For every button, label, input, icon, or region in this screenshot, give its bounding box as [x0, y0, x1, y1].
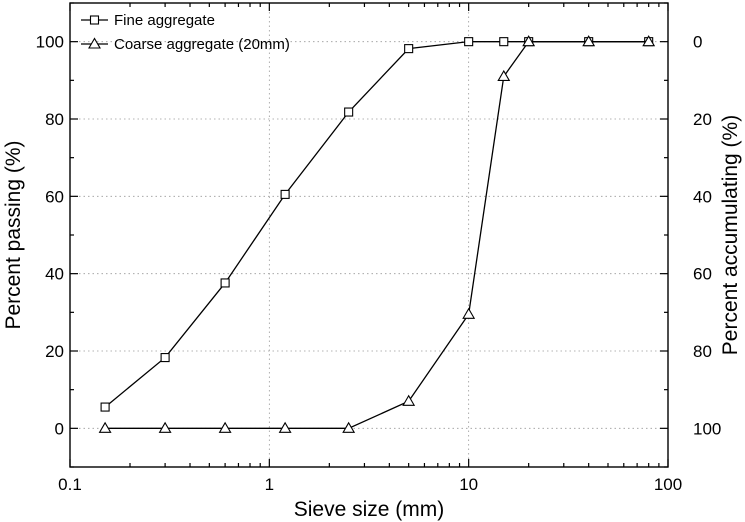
data-point-triangle [342, 421, 356, 433]
legend-item-coarse: Coarse aggregate (20mm) [81, 36, 290, 53]
axes [69, 2, 669, 468]
y2-tick-label: 40 [693, 187, 712, 206]
series [98, 35, 656, 433]
legend-marker-square [89, 15, 100, 25]
data-point-triangle [522, 35, 536, 47]
legend-label-coarse: Coarse aggregate (20mm) [114, 36, 290, 53]
data-point-triangle [462, 307, 476, 319]
data-point-square [100, 402, 110, 412]
y-tick-label: 60 [45, 187, 64, 206]
x-tick-label: 100 [654, 475, 682, 494]
y-axis-left-ticks: 0 20 40 60 80 100 [36, 2, 78, 468]
data-point-square [160, 353, 170, 363]
y-tick-label: 20 [45, 342, 64, 361]
x-tick-label: 1 [265, 475, 274, 494]
data-point-triangle [98, 421, 112, 433]
y-tick-label: 40 [45, 265, 64, 284]
x-axis-ticks: 0.1 1 10 100 [58, 3, 682, 494]
data-point-square [499, 37, 509, 47]
plot-frame [69, 2, 669, 468]
data-point-square [220, 278, 230, 288]
data-point-triangle [278, 421, 292, 433]
legend-marker-triangle [88, 37, 101, 49]
y2-tick-label: 80 [693, 342, 712, 361]
series-coarse-aggregate [98, 35, 656, 433]
legend: Fine aggregate Coarse aggregate (20mm) [81, 12, 290, 53]
x-axis-title: Sieve size (mm) [294, 498, 445, 521]
data-point-triangle [497, 69, 511, 82]
y-axis-left-title: Percent passing (%) [2, 140, 25, 329]
data-point-triangle [158, 421, 172, 433]
series-line [105, 41, 649, 429]
data-point-square [280, 189, 290, 199]
x-tick-label: 10 [459, 475, 478, 494]
legend-label-fine: Fine aggregate [114, 12, 215, 29]
data-point-triangle [402, 394, 416, 406]
grid [70, 3, 668, 467]
y-tick-label: 0 [55, 419, 64, 438]
series-fine-aggregate [100, 37, 654, 412]
data-point-square [464, 37, 474, 47]
y2-tick-label: 20 [693, 110, 712, 129]
y-axis-right-ticks: 0 20 40 60 80 100 [660, 2, 721, 468]
y2-tick-label: 60 [693, 265, 712, 284]
y2-tick-label: 100 [693, 419, 721, 438]
y2-tick-label: 0 [693, 33, 702, 52]
data-point-triangle [218, 421, 232, 433]
x-tick-label: 0.1 [58, 475, 82, 494]
data-point-square [344, 107, 354, 117]
legend-item-fine: Fine aggregate [81, 12, 215, 29]
data-point-square [404, 44, 414, 54]
y-tick-label: 80 [45, 110, 64, 129]
data-point-triangle [642, 35, 656, 47]
data-point-triangle [582, 35, 596, 47]
series-line [104, 41, 649, 408]
y-tick-label: 100 [36, 33, 64, 52]
y-axis-right-title: Percent accumulating (%) [719, 115, 742, 355]
